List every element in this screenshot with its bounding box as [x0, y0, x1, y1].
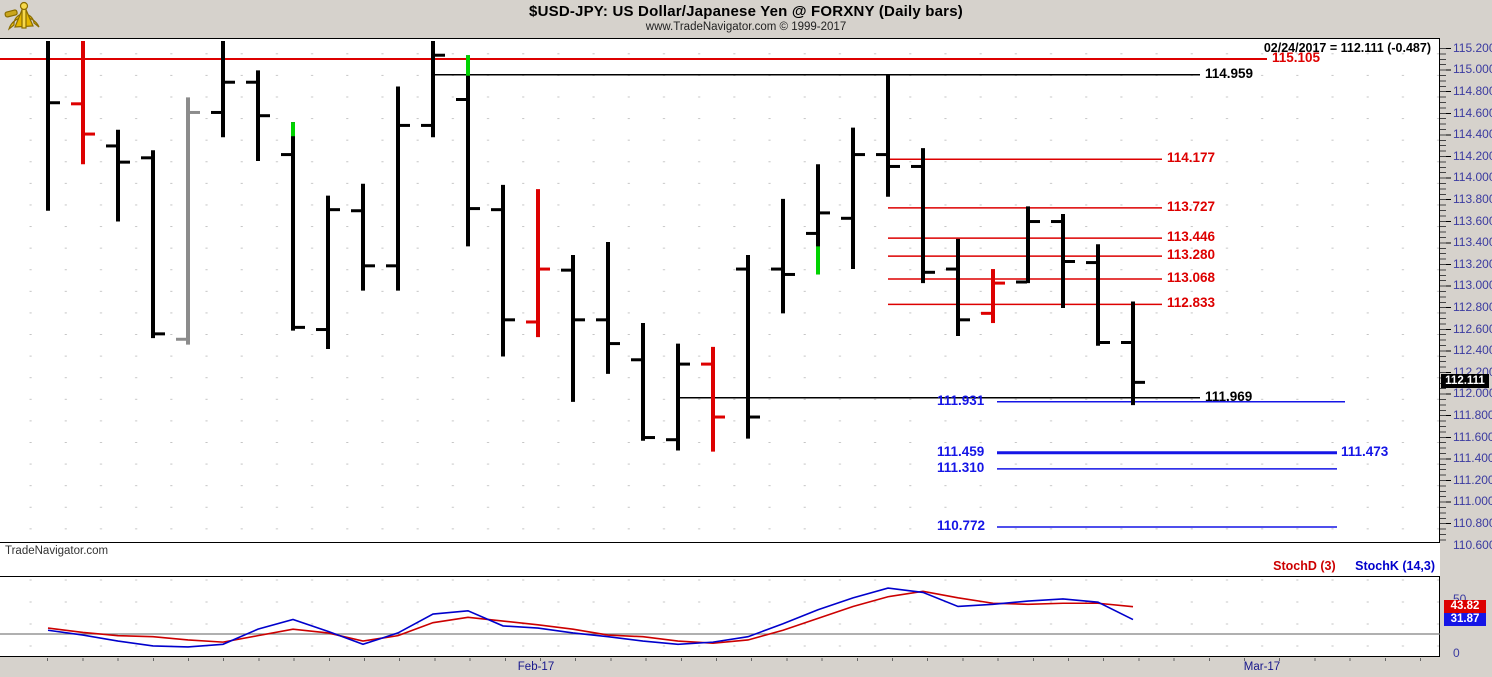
stoch-legend: StochD (3) StochK (14,3) [1273, 559, 1435, 573]
price-pane-svg [0, 41, 1345, 528]
y-axis-label: 113.800 [1453, 191, 1492, 206]
y-axis-label: 111.200 [1453, 472, 1492, 487]
price-level-label: 113.280 [1167, 247, 1216, 263]
y-axis-label: 111.800 [1453, 407, 1492, 422]
y-axis-label: 111.600 [1453, 429, 1492, 444]
date-axis-ticks [0, 658, 1440, 661]
stochastic-pane-svg [0, 587, 1440, 648]
y-axis-label: 115.000 [1453, 62, 1492, 77]
y-axis-label: 114.600 [1453, 105, 1492, 120]
y-axis-label: 113.200 [1453, 256, 1492, 271]
price-level-label: 111.459 [937, 443, 985, 459]
y-axis-label: 112.800 [1453, 299, 1492, 314]
price-level-label: 114.959 [1205, 65, 1254, 81]
stoch-d-legend-label: StochD (3) [1273, 559, 1336, 573]
price-level-label: 111.969 [1205, 388, 1253, 404]
stoch-k-legend-label: StochK (14,3) [1355, 559, 1435, 573]
stochastic-pane[interactable] [0, 576, 1440, 657]
price-level-label: 112.833 [1167, 295, 1216, 311]
y-axis-label: 113.600 [1453, 213, 1492, 228]
stoch-axis-label: 0 [1453, 646, 1460, 660]
last-bar-info: 02/24/2017 = 112.111 (-0.487) [1263, 41, 1431, 55]
stoch-value-badge: 43.82 [1444, 599, 1486, 613]
y-axis-label: 110.600 [1453, 537, 1492, 552]
price-level-label: 111.473 [1341, 443, 1389, 459]
stoch-line [47, 587, 1134, 648]
y-axis-label: 114.800 [1453, 83, 1492, 98]
y-axis-label: 114.200 [1453, 148, 1492, 163]
y-axis-label: 111.400 [1453, 451, 1492, 466]
price-axis[interactable]: 115.200 115.000 114.800 114.600 114.400 114.2… [1440, 38, 1492, 677]
price-level-label: 113.727 [1167, 198, 1216, 214]
y-axis-label: 114.400 [1453, 127, 1492, 142]
y-axis-label: 115.200 [1453, 40, 1492, 55]
price-pane[interactable]: 02/24/2017 = 112.111 (-0.487) [0, 38, 1440, 543]
last-price-badge: 112.111 [1441, 374, 1489, 389]
x-axis-month-label: Feb-17 [517, 661, 555, 673]
y-axis-label: 113.000 [1453, 278, 1492, 293]
price-level-label: 111.310 [937, 459, 985, 475]
chart-title: $USD-JPY: US Dollar/Japanese Yen @ FORXN… [529, 3, 963, 20]
y-axis-label: 113.400 [1453, 235, 1492, 250]
y-axis-label: 112.600 [1453, 321, 1492, 336]
price-axis-tick-gutter [1440, 38, 1452, 543]
date-axis[interactable] [0, 657, 1440, 677]
price-level-label: 111.931 [937, 392, 985, 408]
tradenavigator-logo-sextant-icon [3, 1, 45, 37]
price-level-label: 110.772 [937, 517, 986, 533]
chart-subtitle: www.TradeNavigator.com © 1999-2017 [645, 21, 847, 33]
price-level-label: 113.068 [1167, 269, 1216, 285]
price-level-label: 113.446 [1167, 229, 1216, 245]
y-axis-label: 112.400 [1453, 343, 1492, 358]
watermark: TradeNavigator.com [5, 545, 109, 557]
price-level-label: 114.177 [1167, 150, 1216, 166]
x-axis-month-label: Mar-17 [1243, 661, 1281, 673]
price-level-label: 115.105 [1272, 50, 1321, 65]
y-axis-label: 112.000 [1453, 386, 1492, 401]
mid-strip [0, 543, 1440, 576]
y-axis-label: 111.000 [1453, 494, 1492, 509]
chart-header: $USD-JPY: US Dollar/Japanese Yen @ FORXN… [0, 0, 1492, 38]
stoch-value-badge: 31.87 [1444, 612, 1486, 626]
y-axis-label: 114.000 [1453, 170, 1492, 185]
y-axis-label: 110.800 [1453, 515, 1492, 530]
